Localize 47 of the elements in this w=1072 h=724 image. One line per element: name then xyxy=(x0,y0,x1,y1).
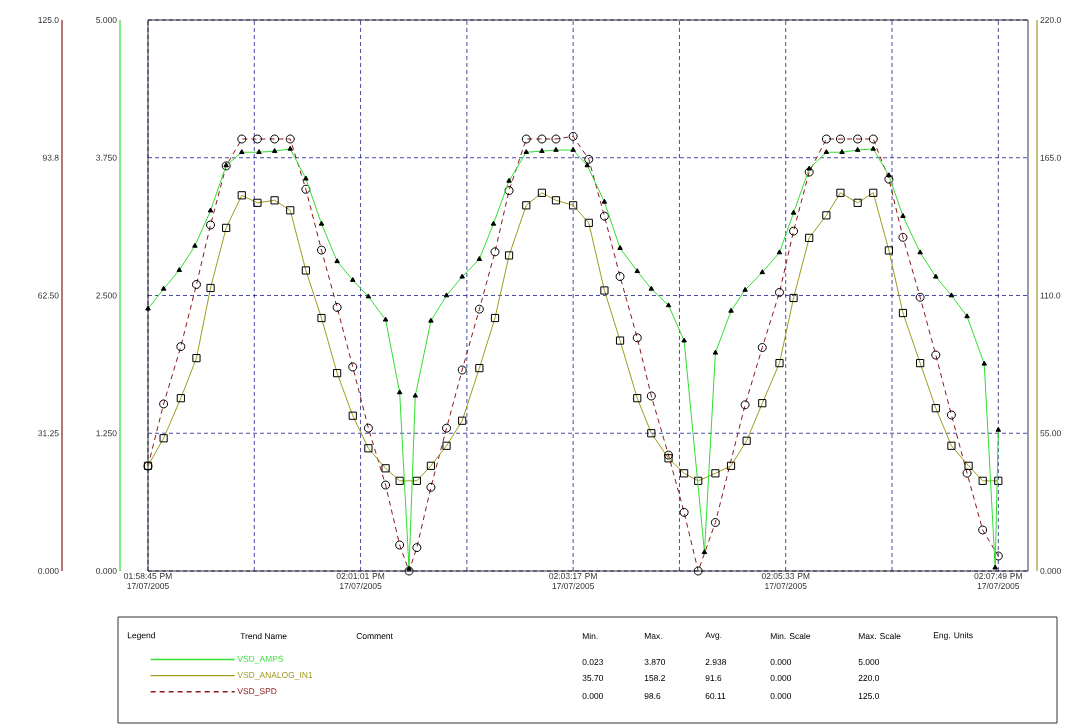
text: Max. Scale xyxy=(858,632,901,640)
y3-tick-label: 2.500 xyxy=(96,292,117,299)
y-tick-label: 31.25 xyxy=(38,430,59,437)
text: 91.6 xyxy=(705,675,722,681)
y3-tick-label: 1.250 xyxy=(96,430,117,437)
text: 3.870 xyxy=(644,659,666,665)
text: Min. xyxy=(582,632,598,640)
y-tick-label: 125.0 xyxy=(38,17,59,23)
text: VSD_SPD xyxy=(237,688,277,696)
text: 0.000 xyxy=(770,693,792,699)
x-tick-label: 01:58:45 PM 17/07/2005 xyxy=(124,573,172,589)
y-tick-label: 0.000 xyxy=(38,568,59,574)
text: 125.0 xyxy=(858,693,880,699)
text: 0.023 xyxy=(582,659,604,665)
text: Min. Scale xyxy=(770,632,811,640)
text: Legend xyxy=(127,632,155,640)
text: 0.000 xyxy=(770,659,792,665)
y2-tick-label: 0.000 xyxy=(1040,568,1061,574)
text: 220.0 xyxy=(858,675,880,681)
x-tick-label: 02:03:17 PM 17/07/2005 xyxy=(549,573,597,589)
text: 60.11 xyxy=(705,693,726,699)
x-tick-label: 02:01:01 PM 17/07/2005 xyxy=(336,573,385,589)
y3-tick-label: 0.000 xyxy=(96,568,117,574)
text: Eng. Units xyxy=(933,632,973,640)
y2-tick-label: 110.0 xyxy=(1040,292,1061,299)
text: 98.6 xyxy=(644,693,661,699)
text: Avg. xyxy=(705,632,722,640)
y-tick-label: 93.8 xyxy=(42,154,59,161)
y2-tick-label: 220.0 xyxy=(1040,17,1061,23)
x-tick-label: 02:05:33 PM 17/07/2005 xyxy=(761,573,810,589)
y2-tick-label: 165.0 xyxy=(1040,154,1061,161)
text: Comment xyxy=(356,633,393,639)
y3-tick-label: 3.750 xyxy=(96,154,117,161)
text: VSD_ANALOG_IN1 xyxy=(237,672,313,680)
y-tick-label: 62.50 xyxy=(38,292,59,299)
text: 35.70 xyxy=(582,675,604,681)
text: Trend Name xyxy=(240,632,287,640)
text: 5.000 xyxy=(858,659,880,665)
text: 2.938 xyxy=(705,659,727,665)
y2-tick-label: 55.00 xyxy=(1040,430,1061,437)
text: 158.2 xyxy=(644,675,665,681)
text: VSD_AMPS xyxy=(237,655,284,664)
text: Max. xyxy=(644,633,662,639)
text: 0.000 xyxy=(770,675,792,681)
x-tick-label: 02:07:49 PM 17/07/2005 xyxy=(974,573,1022,589)
text: 0.000 xyxy=(582,693,604,699)
y3-tick-label: 5.000 xyxy=(96,17,117,23)
